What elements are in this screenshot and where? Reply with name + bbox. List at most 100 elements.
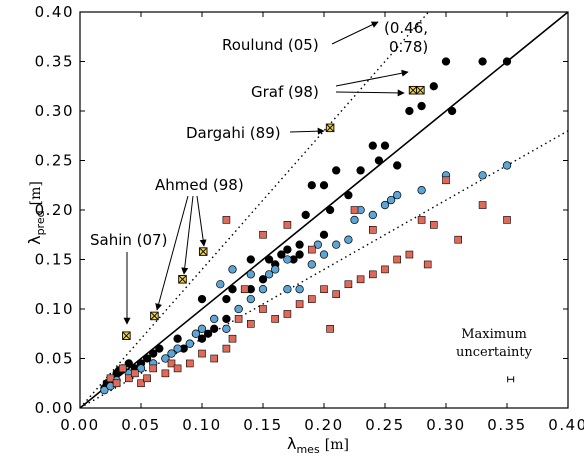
data-point: [356, 275, 365, 284]
annotation-roulund-arrow: [331, 21, 379, 45]
data-point: [442, 176, 450, 185]
data-point: [210, 324, 219, 333]
data-point: [502, 57, 512, 66]
data-point: [258, 285, 268, 294]
data-point: [142, 354, 152, 363]
data-point: [380, 141, 390, 150]
data-point: [319, 230, 329, 239]
data-point: [295, 300, 304, 308]
data-point: [234, 304, 243, 314]
data-point: [301, 210, 310, 220]
y-axis-label: λpred [m]: [25, 181, 47, 245]
data-point: [222, 216, 231, 224]
data-point: [374, 156, 384, 165]
data-point-cross: [199, 248, 207, 256]
data-point: [228, 334, 237, 343]
data-point: [173, 344, 182, 353]
data-point: [393, 161, 402, 170]
annotation-ahmed-arrow-2: [181, 195, 194, 275]
data-point: [259, 305, 267, 313]
data-point: [478, 171, 487, 180]
uncertainty-errorbar: [507, 376, 515, 383]
data-point: [326, 324, 334, 333]
data-point-cross: [416, 86, 424, 94]
data-point: [502, 161, 512, 170]
max-uncertainty-indicator: Maximum uncertainty: [456, 327, 533, 383]
x-tick-label: 0.30: [426, 416, 465, 434]
data-point: [271, 315, 280, 323]
data-point-cross: [178, 275, 186, 283]
data-point: [191, 329, 201, 338]
data-point: [295, 285, 304, 294]
data-point: [131, 369, 139, 378]
x-tick-label: 0.05: [121, 416, 160, 434]
annotation-ahmed: Ahmed (98): [155, 176, 244, 194]
annotation-roulund-coord-line2: 0.78): [389, 38, 428, 56]
data-point: [307, 245, 316, 254]
data-point: [222, 324, 231, 333]
data-point: [173, 364, 182, 373]
data-series: [100, 57, 512, 395]
data-point: [234, 315, 243, 323]
data-point: [100, 386, 109, 395]
data-point: [441, 57, 451, 66]
data-point-cross: [409, 86, 417, 94]
data-point: [216, 280, 225, 289]
data-point: [447, 106, 457, 116]
data-point: [307, 295, 316, 303]
data-point: [264, 270, 274, 279]
data-point-cross: [150, 312, 158, 320]
data-point: [295, 250, 304, 259]
data-point: [197, 334, 207, 343]
data-point: [429, 82, 438, 91]
annotation-ahmed-arrow-1: [155, 195, 189, 311]
annotation-graf: Graf (98): [251, 83, 319, 101]
data-point: [405, 250, 414, 259]
data-point: [313, 240, 323, 249]
y-tick-label: 0.30: [35, 102, 74, 120]
data-point: [368, 210, 377, 220]
annotation-dargahi: Dargahi (89): [186, 124, 281, 142]
x-tick-label: 0.10: [182, 416, 221, 434]
data-point: [271, 265, 280, 274]
data-point: [210, 314, 219, 324]
reference-line-0: [79, 11, 569, 409]
data-point: [344, 190, 353, 200]
data-point: [149, 349, 158, 358]
data-point: [307, 260, 316, 269]
annotation-sahin: Sahin (07): [90, 231, 167, 249]
data-point: [143, 374, 151, 383]
y-axis-label-subscript: pred: [34, 210, 47, 235]
data-point: [124, 359, 133, 368]
uncertainty-label-line1: Maximum: [461, 327, 527, 342]
data-point: [198, 349, 206, 358]
data-point: [417, 186, 426, 195]
y-tick-label: 0.10: [35, 300, 74, 318]
data-point: [118, 364, 127, 373]
x-tick-label: 0.15: [243, 416, 282, 434]
y-tick-label: 0.25: [35, 152, 74, 170]
series-2: [106, 176, 511, 388]
data-point: [106, 374, 115, 383]
data-point: [161, 354, 170, 363]
data-point: [503, 216, 511, 224]
data-point: [167, 349, 176, 358]
data-point: [186, 359, 194, 368]
data-point: [258, 275, 268, 284]
data-point: [344, 235, 353, 244]
data-point: [405, 106, 414, 116]
x-tick-label: 0.00: [60, 416, 99, 434]
y-axis-label-unit: [m]: [28, 181, 44, 205]
data-point: [125, 374, 133, 383]
data-point: [423, 260, 432, 269]
data-point: [332, 240, 341, 249]
annotation-dargahi-arrow: [289, 127, 325, 135]
data-point: [417, 101, 426, 111]
data-point: [386, 195, 396, 205]
x-tick-label: 0.35: [487, 416, 526, 434]
data-point: [319, 181, 329, 190]
data-point: [155, 344, 164, 353]
annotation-graf-arrow-2: [335, 89, 405, 97]
data-point: [222, 314, 231, 324]
annotation-roulund: Roulund (05): [222, 36, 319, 54]
